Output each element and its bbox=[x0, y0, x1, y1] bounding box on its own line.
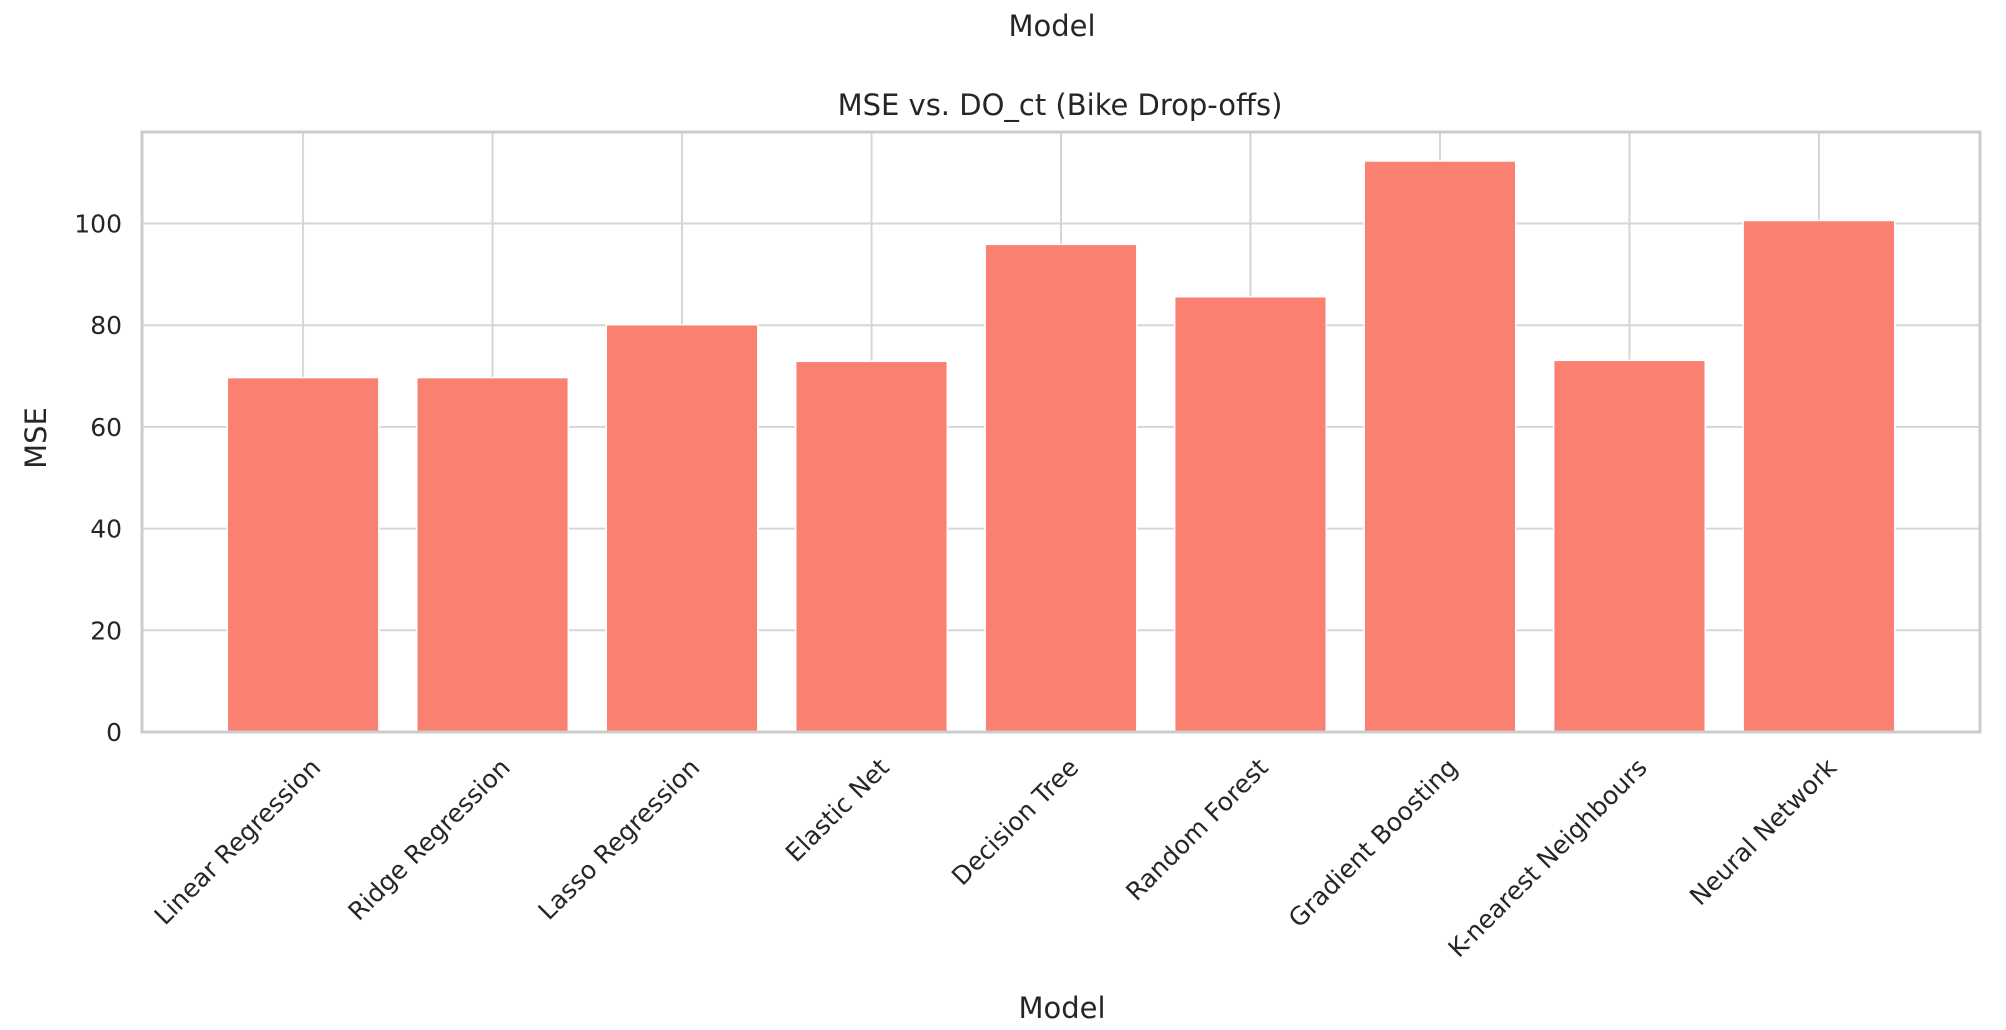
bar-ridge-regression bbox=[416, 376, 570, 733]
y-tick-label: 20 bbox=[90, 616, 122, 645]
y-axis-label: MSE bbox=[19, 407, 53, 469]
bar-neural-network bbox=[1742, 219, 1896, 733]
y-tick-label: 60 bbox=[90, 413, 122, 442]
figure-suptitle: Model bbox=[1008, 9, 1095, 43]
bar-k-nearest-neighbours bbox=[1552, 359, 1706, 733]
y-tick-labels: 0 20 40 60 80 100 bbox=[74, 210, 122, 747]
bar-linear-regression bbox=[226, 376, 380, 733]
bar-decision-tree bbox=[984, 243, 1138, 733]
y-tick-label: 100 bbox=[74, 210, 122, 239]
bar-elastic-net bbox=[794, 360, 949, 733]
y-tick-label: 0 bbox=[106, 718, 122, 747]
plot-frame bbox=[140, 130, 1982, 734]
y-tick-label: 80 bbox=[90, 311, 122, 340]
bar-lasso-regression bbox=[605, 323, 759, 733]
x-axis-label: Model bbox=[1018, 991, 1105, 1025]
y-tick-label: 40 bbox=[90, 515, 122, 544]
bars bbox=[226, 160, 1896, 733]
chart-title: MSE vs. DO_ct (Bike Drop-offs) bbox=[838, 88, 1283, 122]
bar-random-forest bbox=[1173, 295, 1328, 733]
bar-gradient-boosting bbox=[1363, 160, 1517, 733]
